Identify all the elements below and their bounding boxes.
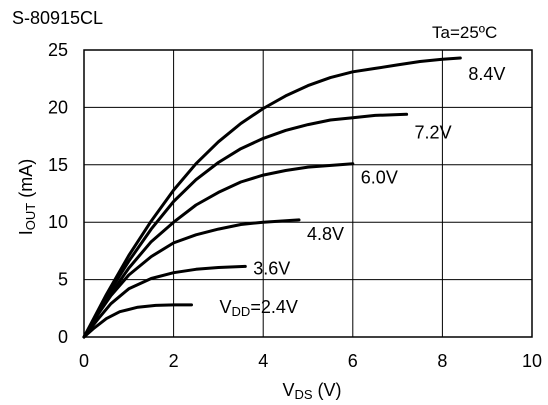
series-line [82, 112, 409, 339]
series-lines [82, 56, 462, 339]
condition-label: Ta=25ºC [432, 23, 497, 42]
y-tick-label: 20 [48, 97, 68, 117]
tick-labels: 0 2 4 6 8 10 0 5 10 15 20 25 [48, 40, 542, 371]
series-label: VDD=2.4V [220, 297, 298, 319]
series-labels: VDD=2.4V 3.6V 4.8V 6.0V 7.2V 8.4V [220, 64, 506, 319]
plot-frame [83, 49, 533, 338]
y-tick-label: 25 [48, 40, 68, 60]
grid-lines [84, 50, 532, 337]
y-tick-label: 5 [58, 270, 68, 290]
series-line [82, 162, 355, 339]
series-line [82, 56, 462, 339]
y-tick-label: 10 [48, 212, 68, 232]
x-tick-label: 2 [169, 351, 179, 371]
x-tick-label: 6 [348, 351, 358, 371]
x-axis-label: VDS (V) [282, 380, 341, 402]
series-label: 3.6V [253, 258, 290, 278]
series-line [82, 264, 247, 339]
x-tick-label: 8 [437, 351, 447, 371]
y-axis-label: IOUT (mA) [16, 159, 38, 235]
series-label: 6.0V [361, 168, 398, 188]
series-line [82, 303, 193, 339]
y-tick-label: 15 [48, 155, 68, 175]
x-tick-label: 0 [79, 351, 89, 371]
series-label: 4.8V [307, 224, 344, 244]
x-tick-label: 10 [522, 351, 542, 371]
y-tick-label: 0 [58, 327, 68, 347]
series-label: 8.4V [468, 64, 505, 84]
series-label: 7.2V [415, 122, 452, 142]
chart-title: S-80915CL [12, 8, 103, 28]
x-tick-label: 4 [258, 351, 268, 371]
